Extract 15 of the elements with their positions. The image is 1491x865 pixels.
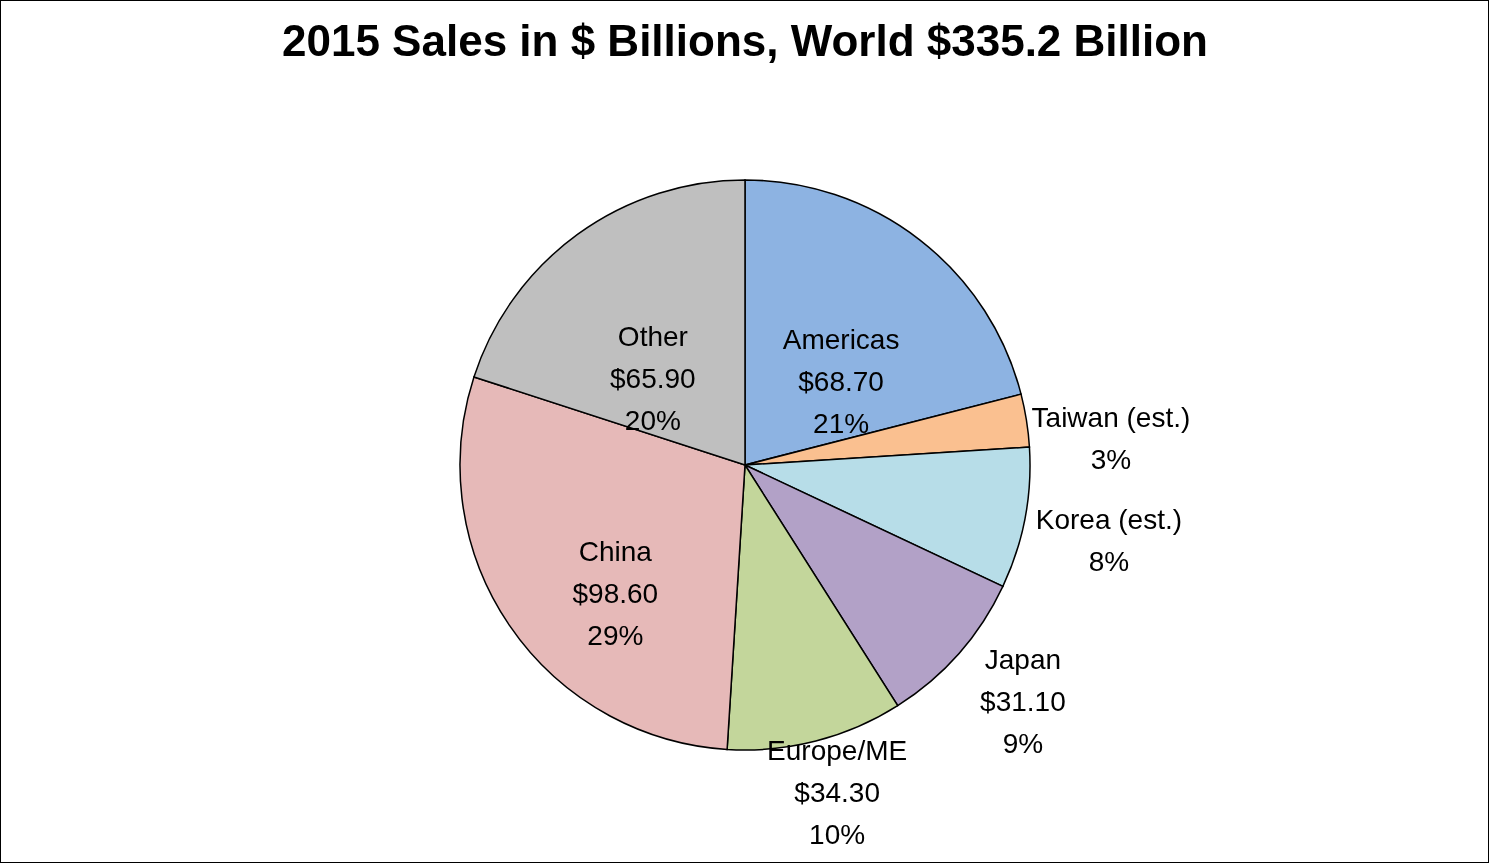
data-label: 3% [1090, 443, 1132, 475]
slice-label: Americas [782, 324, 900, 356]
chart-title: 2015 Sales in $ Billions, World $335.2 Billion [282, 16, 1208, 65]
data-label: $98.60 29% [572, 578, 659, 652]
data-label: $65.90 20% [610, 363, 696, 437]
data-label: $68.70 21% [798, 366, 884, 440]
slice-label: Taiwan (est.) [1031, 401, 1191, 433]
data-label: $34.30 10% [794, 777, 880, 851]
slice-label: Europe/ME [767, 735, 908, 767]
slice-label: Japan [984, 644, 1062, 676]
data-label: $31.10 9% [980, 686, 1066, 760]
slice-label: China [578, 536, 653, 568]
slice-label: Korea (est.) [1035, 503, 1183, 535]
data-label: 8% [1088, 545, 1130, 577]
slice-label: Other [617, 321, 688, 353]
